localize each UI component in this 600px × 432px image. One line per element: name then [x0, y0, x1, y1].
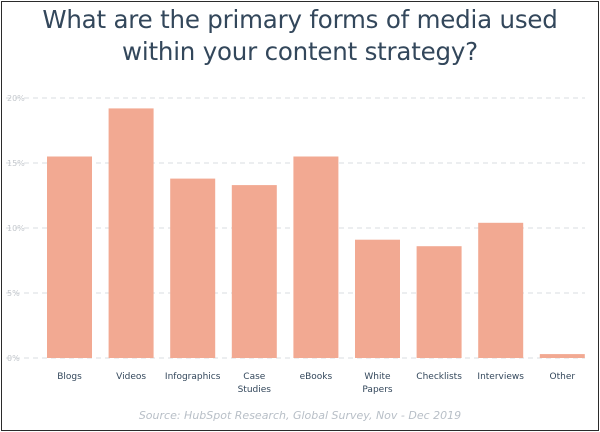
chart-title-line-2: within your content strategy? — [122, 37, 478, 66]
bar — [47, 156, 92, 358]
x-tick-label: Infographics — [165, 372, 221, 382]
bar — [231, 185, 277, 358]
bar — [355, 239, 400, 358]
bar — [108, 108, 154, 359]
x-tick-label: eBooks — [300, 372, 333, 382]
chart-title-line-1: What are the primary forms of media used — [42, 5, 558, 34]
y-tick-label: 0% — [7, 354, 20, 363]
chart-source: Source: HubSpot Research, Global Survey,… — [138, 409, 462, 422]
bar — [293, 156, 339, 358]
y-tick-label: 10% — [7, 224, 25, 233]
y-tick-label: 5% — [7, 289, 20, 298]
x-tick-label: Other — [550, 372, 576, 382]
x-tick-label: Checklists — [416, 372, 462, 382]
x-tick-label: Papers — [362, 385, 392, 395]
x-tick-label: Case — [243, 372, 265, 382]
x-tick-label: Interviews — [477, 372, 524, 382]
bar — [539, 354, 585, 358]
bar — [416, 246, 462, 358]
x-tick-label: White — [364, 372, 391, 382]
y-tick-label: 15% — [7, 159, 25, 168]
y-tick-label: 20% — [7, 94, 25, 103]
x-tick-label: Studies — [238, 385, 272, 395]
bar — [478, 222, 524, 358]
x-tick-label: Videos — [116, 372, 146, 382]
x-tick-label: Blogs — [57, 372, 82, 382]
bar — [170, 178, 216, 358]
